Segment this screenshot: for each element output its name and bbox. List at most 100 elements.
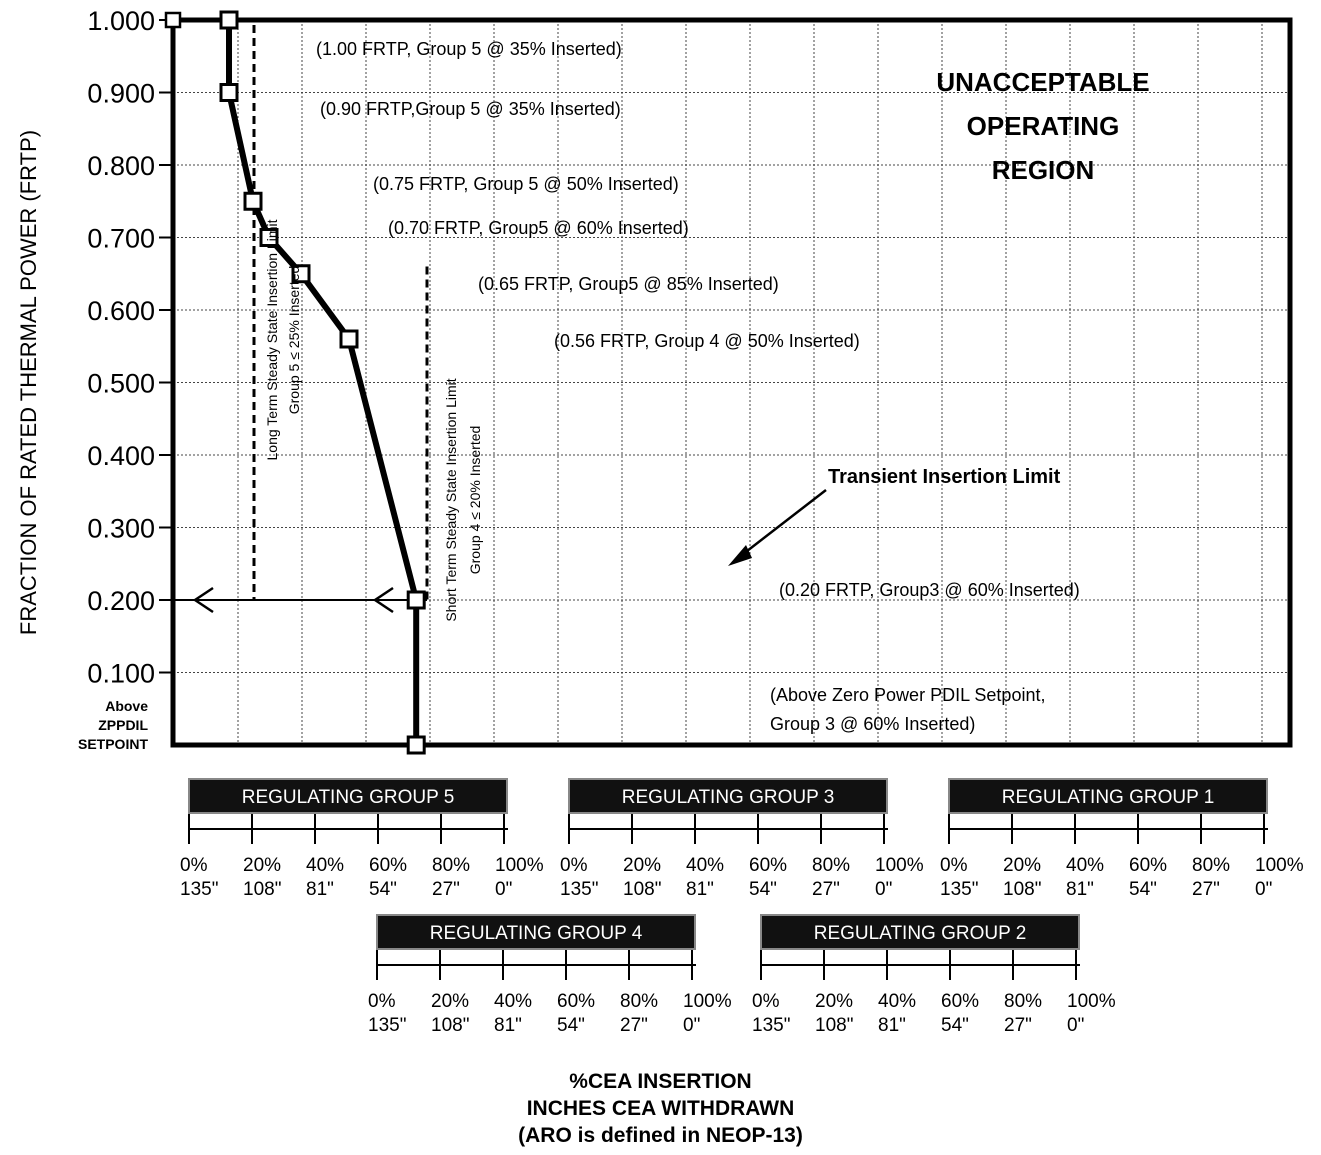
regulating-group-band: REGULATING GROUP 3 0% 135" 20% 108" 40% 81"… <box>560 778 924 900</box>
group-axis-label: 40% 81" <box>1066 855 1105 900</box>
group-axis-label: 40% 81" <box>686 855 725 900</box>
group-axis-line <box>760 952 1080 966</box>
data-point-marker <box>259 228 279 247</box>
short-term-label: Short Term Steady State Insertion Limit <box>443 378 459 621</box>
group-axis-tick <box>631 814 633 844</box>
group-axis-tick <box>439 950 441 980</box>
long-term-label: Group 5 ≤ 25% Inserted <box>286 266 302 415</box>
group-axis-tick <box>886 950 888 980</box>
x-title-line-3: (ARO is defined in NEOP-13) <box>518 1124 803 1147</box>
group-axis-tick <box>440 814 442 844</box>
group-axis-label: 20% 108" <box>243 855 282 900</box>
group-axis-tick <box>188 814 190 844</box>
labels: (1.00 FRTP, Group 5 @ 35% Inserted) (0.90… <box>264 39 1150 734</box>
y-tick-label: 0.500 <box>87 369 155 399</box>
regulating-group-band: REGULATING GROUP 4 0% 135" 20% 108" 40% 81"… <box>368 914 732 1036</box>
transient-limit-pointer <box>737 489 827 559</box>
plot-frame <box>170 17 1293 748</box>
transient-insertion-limit-line <box>226 20 420 745</box>
regulating-group-title: REGULATING GROUP 1 <box>948 778 1268 814</box>
bottom-annotation: Group 3 @ 60% Inserted) <box>770 714 975 734</box>
short-term-arrow <box>372 586 394 614</box>
group-axis-tick <box>1011 814 1013 844</box>
plot-border <box>170 17 1293 748</box>
group-axis-label: 60% 54" <box>1129 855 1168 900</box>
point-annotation: (0.70 FRTP, Group5 @ 60% Inserted) <box>388 218 689 238</box>
y-axis-label: FRACTION OF RATED THERMAL POWER (FRTP) <box>16 130 41 635</box>
y-tick-label: 0.800 <box>87 151 155 181</box>
regulating-group-title: REGULATING GROUP 5 <box>188 778 508 814</box>
short-term-label: Group 4 ≤ 20% Inserted <box>467 426 483 575</box>
group-axis-label: 80% 27" <box>432 855 471 900</box>
y-bottom-label: Above <box>105 698 148 714</box>
group-axis-label: 100% 0" <box>1255 855 1304 900</box>
group-axis-label: 60% 54" <box>749 855 788 900</box>
transient-limit-label: Transient Insertion Limit <box>828 466 1061 488</box>
group-axis-label: 20% 108" <box>623 855 662 900</box>
group-axis-label: 40% 81" <box>306 855 345 900</box>
regulating-group-band: REGULATING GROUP 2 0% 135" 20% 108" 40% 81"… <box>752 914 1116 1036</box>
point-annotation: (0.75 FRTP, Group 5 @ 50% Inserted) <box>373 174 679 194</box>
data-point-marker <box>219 10 239 30</box>
group-axis-label: 0% 135" <box>752 991 791 1036</box>
regulating-group-title: REGULATING GROUP 3 <box>568 778 888 814</box>
x-title-line-2: INCHES CEA WITHDRAWN <box>526 1097 795 1120</box>
data-point-marker <box>243 191 263 211</box>
y-tick-label: 0.600 <box>87 296 155 326</box>
long-term-label: Long Term Steady State Insertion Limit <box>264 219 280 460</box>
group-axis-label: 0% 135" <box>560 855 599 900</box>
group-axis-line <box>948 816 1268 830</box>
y-tick-label: 1.000 <box>87 6 155 36</box>
group-axis-line <box>188 816 508 830</box>
group-axis-label: 80% 27" <box>1004 991 1043 1036</box>
point-annotation: (0.20 FRTP, Group3 @ 60% Inserted) <box>779 580 1080 600</box>
y-tick-label: 0.700 <box>87 224 155 254</box>
group-axis-tick <box>694 814 696 844</box>
group-axis-tick <box>883 814 885 844</box>
group-axis-tick <box>503 814 505 844</box>
group-axis-tick <box>948 814 950 844</box>
regulating-group-band: REGULATING GROUP 5 0% 135" 20% 108" 40% 81"… <box>180 778 544 900</box>
group-axis-label: 80% 27" <box>620 991 659 1036</box>
data-marks <box>164 10 426 755</box>
group-axis-tick <box>568 814 570 844</box>
group-axis-tick <box>1012 950 1014 980</box>
group-axis-label: 0% 135" <box>180 855 219 900</box>
group-axis-label: 0% 135" <box>368 991 407 1036</box>
group-axis-tick <box>628 950 630 980</box>
group-axis-tick <box>377 814 379 844</box>
y-bottom-label: ZPPDIL <box>98 717 148 733</box>
group-axis-line <box>568 816 888 830</box>
group-axis-label: 20% 108" <box>815 991 854 1036</box>
region-label: OPERATING <box>967 111 1120 141</box>
group-axis-tick <box>565 950 567 980</box>
group-axis-tick <box>376 950 378 980</box>
group-axis-tick <box>820 814 822 844</box>
point-annotation: (1.00 FRTP, Group 5 @ 35% Inserted) <box>316 39 622 59</box>
x-title-line-1: %CEA INSERTION <box>569 1070 752 1093</box>
transient-limit-pointer-head <box>728 545 752 566</box>
region-label: REGION <box>992 155 1095 185</box>
y-tick-label: 0.200 <box>87 586 155 616</box>
group-axis-tick <box>502 950 504 980</box>
group-axis-label: 100% 0" <box>683 991 732 1036</box>
y-tick-label: 0.100 <box>87 659 155 689</box>
group-axis-tick <box>949 950 951 980</box>
group-axis-label: 20% 108" <box>431 991 470 1036</box>
group-axis-label: 100% 0" <box>495 855 544 900</box>
data-point-marker <box>339 329 359 349</box>
y-tick-label: 0.900 <box>87 79 155 109</box>
y-tick-label: 0.400 <box>87 441 155 471</box>
data-point-marker <box>406 735 426 755</box>
group-axis-tick <box>314 814 316 844</box>
region-label: UNACCEPTABLE <box>936 67 1149 97</box>
group-axis-label: 80% 27" <box>1192 855 1231 900</box>
point-annotation: (0.56 FRTP, Group 4 @ 50% Inserted) <box>554 331 860 351</box>
group-axis-label: 40% 81" <box>878 991 917 1036</box>
bottom-annotation: (Above Zero Power PDIL Setpoint, <box>770 685 1045 705</box>
data-point-marker <box>406 590 426 610</box>
group-axis-tick <box>1200 814 1202 844</box>
group-axis-tick <box>757 814 759 844</box>
group-axis-label: 0% 135" <box>940 855 979 900</box>
